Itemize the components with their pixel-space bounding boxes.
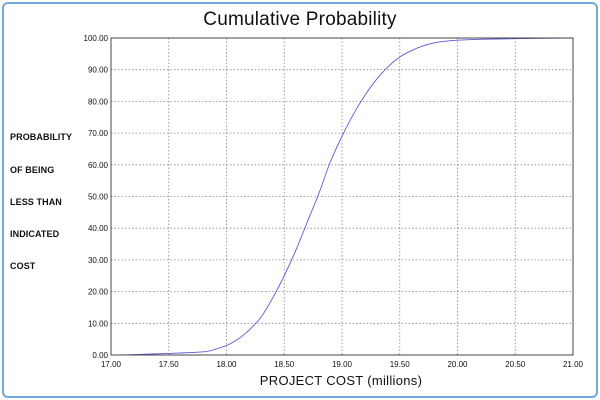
y-tick-label: 50.00 — [88, 193, 109, 202]
chart-title: Cumulative Probability — [203, 9, 397, 30]
y-tick-label: 30.00 — [88, 256, 109, 265]
plot-area-border — [110, 37, 574, 356]
x-tick-label: 20.50 — [505, 360, 526, 369]
y-axis-label-line-3: LESS THAN — [10, 197, 62, 207]
x-tick-label: 21.00 — [563, 360, 584, 369]
y-tick-label: 60.00 — [88, 161, 109, 170]
y-tick-label: 10.00 — [88, 319, 109, 328]
y-tick-label: 80.00 — [88, 97, 109, 106]
y-tick-label: 0.00 — [92, 351, 108, 360]
x-tick-label: 20.00 — [447, 360, 468, 369]
y-axis-label-line-1: PROBABILITY — [10, 132, 73, 142]
x-tick-label: 17.00 — [101, 360, 122, 369]
y-tick-label: 90.00 — [88, 66, 109, 75]
y-axis-label-line-5: COST — [10, 261, 36, 271]
y-tick-label: 20.00 — [88, 288, 109, 297]
x-tick-label: 19.50 — [390, 360, 411, 369]
y-axis-label-line-2: OF BEING — [10, 165, 55, 175]
x-tick-label: 19.00 — [332, 360, 353, 369]
x-tick-label: 18.00 — [216, 360, 237, 369]
y-axis-label-line-4: INDICATED — [10, 229, 60, 239]
x-tick-label: 18.50 — [274, 360, 295, 369]
x-tick-label: 17.50 — [159, 360, 180, 369]
y-tick-label: 70.00 — [88, 129, 109, 138]
y-tick-label: 100.00 — [84, 34, 109, 43]
cumulative-probability-line — [122, 37, 574, 356]
x-axis-label: PROJECT COST (millions) — [259, 373, 423, 388]
y-tick-label: 40.00 — [88, 224, 109, 233]
